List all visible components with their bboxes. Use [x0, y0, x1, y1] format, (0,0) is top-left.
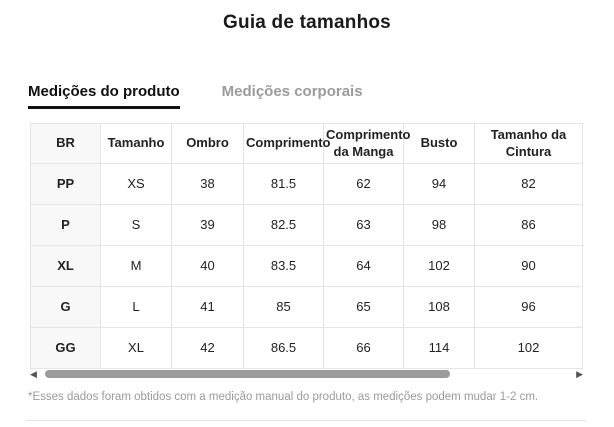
measurement-cell: 114	[403, 327, 475, 369]
column-header: Tamanho	[100, 123, 172, 164]
size-table: BR Tamanho Ombro Comprimento Comprimento da …	[30, 123, 583, 369]
page-title: Guia de tamanhos	[223, 12, 391, 33]
horizontal-scrollbar: ◀ ▶	[30, 368, 583, 380]
column-header: Ombro	[171, 123, 244, 164]
measurement-cell: 63	[323, 204, 404, 246]
measurement-cell: 62	[323, 163, 404, 205]
measurement-cell: 64	[323, 245, 404, 287]
table-row: XL M 40 83.5 64 102 90	[30, 245, 583, 287]
measurement-cell: 94	[403, 163, 475, 205]
measurement-cell: 65	[323, 286, 404, 328]
tab-body-measurements[interactable]: Medições corporais	[221, 83, 363, 100]
measurement-disclaimer: *Esses dados foram obtidos com a medição…	[28, 391, 539, 403]
measurement-cell: L	[100, 286, 172, 328]
measurement-cell: 41	[171, 286, 244, 328]
measurement-cell: 40	[171, 245, 244, 287]
scrollbar-thumb[interactable]	[45, 370, 450, 378]
table-row: GG XL 42 86.5 66 114 102	[30, 327, 583, 369]
measurement-cell: XS	[100, 163, 172, 205]
measurement-cell: 66	[323, 327, 404, 369]
size-label-cell: PP	[30, 163, 101, 205]
header-row: BR Tamanho Ombro Comprimento Comprimento da …	[30, 123, 583, 164]
tab-product-measurements[interactable]: Medições do produto	[28, 83, 180, 109]
measurement-cell: 108	[403, 286, 475, 328]
measurement-cell: 83.5	[243, 245, 324, 287]
table-row: P S 39 82.5 63 98 86	[30, 204, 583, 246]
bottom-divider	[26, 420, 586, 421]
column-header: Comprimento	[243, 123, 331, 164]
size-label-cell: G	[30, 286, 101, 328]
measurement-cell: S	[100, 204, 172, 246]
column-header: Comprimento da Manga	[323, 123, 411, 164]
tab-bar: Medições do produto Medições corporais	[28, 83, 363, 109]
measurement-cell: 98	[403, 204, 475, 246]
measurement-cell: 96	[474, 286, 583, 328]
measurement-cell: 86.5	[243, 327, 324, 369]
column-header: Busto	[403, 123, 475, 164]
table-row: G L 41 85 65 108 96	[30, 286, 583, 328]
size-label-cell: XL	[30, 245, 101, 287]
measurement-cell: 102	[403, 245, 475, 287]
measurement-cell: M	[100, 245, 172, 287]
size-table-header: BR Tamanho Ombro Comprimento Comprimento da …	[30, 123, 583, 164]
scroll-right-arrow-icon[interactable]: ▶	[576, 369, 583, 379]
column-header: Tamanho da Cintura	[474, 123, 583, 164]
measurement-cell: 42	[171, 327, 244, 369]
column-header: BR	[30, 123, 101, 164]
measurement-cell: 102	[474, 327, 583, 369]
scroll-left-arrow-icon[interactable]: ◀	[30, 369, 37, 379]
measurement-cell: 82	[474, 163, 583, 205]
measurement-cell: XL	[100, 327, 172, 369]
measurement-cell: 38	[171, 163, 244, 205]
measurement-cell: 39	[171, 204, 244, 246]
measurement-cell: 90	[474, 245, 583, 287]
measurement-cell: 85	[243, 286, 324, 328]
measurement-cell: 86	[474, 204, 583, 246]
size-table-body: PP XS 38 81.5 62 94 82 P S 39 82.5 63 98 86 XL M 40 83.5 6…	[30, 163, 583, 369]
measurement-cell: 81.5	[243, 163, 324, 205]
table-row: PP XS 38 81.5 62 94 82	[30, 163, 583, 205]
size-label-cell: GG	[30, 327, 101, 369]
measurement-cell: 82.5	[243, 204, 324, 246]
size-label-cell: P	[30, 204, 101, 246]
